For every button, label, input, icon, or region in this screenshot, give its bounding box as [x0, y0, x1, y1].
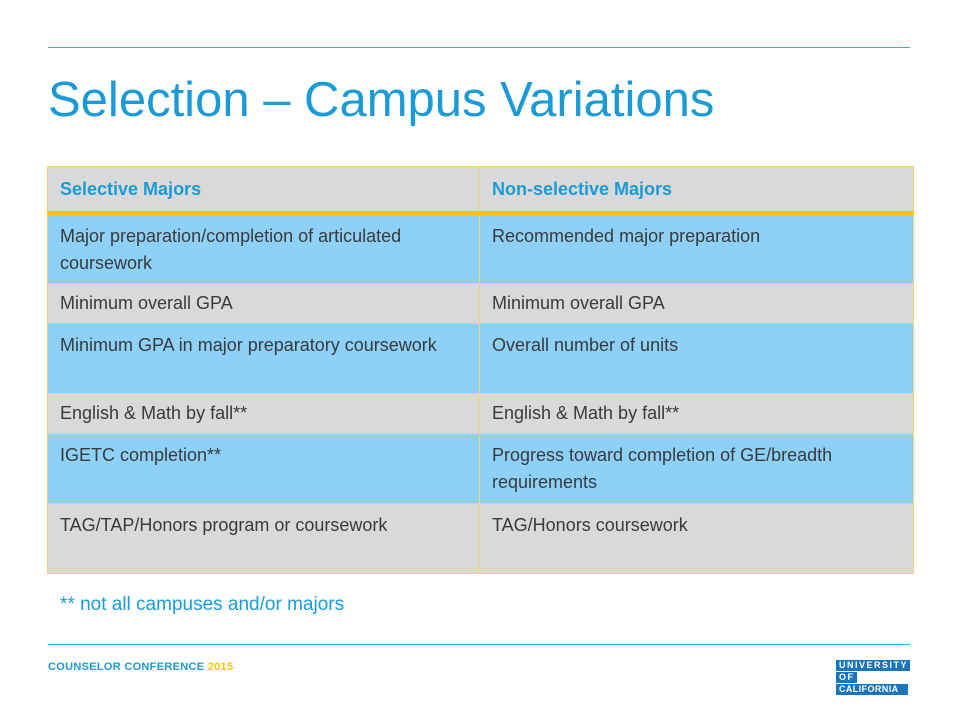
logo-line-of: OF [836, 672, 857, 683]
footer-year: 2015 [207, 661, 234, 673]
table-row: English & Math by fall** English & Math … [47, 392, 914, 434]
table-cell: Minimum overall GPA [47, 282, 480, 324]
table-cell: Major preparation/completion of articula… [47, 212, 480, 284]
logo-line-university: UNIVERSITY [836, 660, 911, 671]
slide-title: Selection – Campus Variations [48, 73, 715, 127]
footer-label: COUNSELOR CONFERENCE 2015 [48, 661, 233, 673]
table-cell: IGETC completion** [47, 432, 480, 504]
comparison-table: Selective Majors Non-selective Majors Ma… [47, 166, 914, 574]
table-row: TAG/TAP/Honors program or coursework TAG… [47, 502, 914, 574]
table-cell: Recommended major preparation [479, 212, 914, 284]
table-cell: TAG/Honors coursework [479, 502, 914, 574]
table-row: Minimum GPA in major preparatory coursew… [47, 322, 914, 394]
table-cell: Overall number of units [479, 322, 914, 394]
table-row: Minimum overall GPA Minimum overall GPA [47, 282, 914, 324]
footer-conference: COUNSELOR CONFERENCE [48, 661, 205, 673]
table-cell: TAG/TAP/Honors program or coursework [47, 502, 480, 574]
table-row: IGETC completion** Progress toward compl… [47, 432, 914, 504]
table-cell: Progress toward completion of GE/breadth… [479, 432, 914, 504]
footnote: ** not all campuses and/or majors [60, 594, 345, 615]
table-cell: English & Math by fall** [47, 392, 480, 434]
bottom-rule [48, 644, 910, 645]
table-cell: Minimum overall GPA [479, 282, 914, 324]
table-row: Major preparation/completion of articula… [47, 212, 914, 284]
table-cell: English & Math by fall** [479, 392, 914, 434]
top-rule [48, 47, 910, 48]
table-cell: Minimum GPA in major preparatory coursew… [47, 322, 480, 394]
header-selective-majors: Selective Majors [47, 166, 480, 215]
header-non-selective-majors: Non-selective Majors [479, 166, 914, 215]
logo-line-california: CALIFORNIA [836, 684, 908, 695]
table-header-row: Selective Majors Non-selective Majors [47, 166, 914, 215]
university-logo: UNIVERSITY OF CALIFORNIA [836, 660, 911, 696]
